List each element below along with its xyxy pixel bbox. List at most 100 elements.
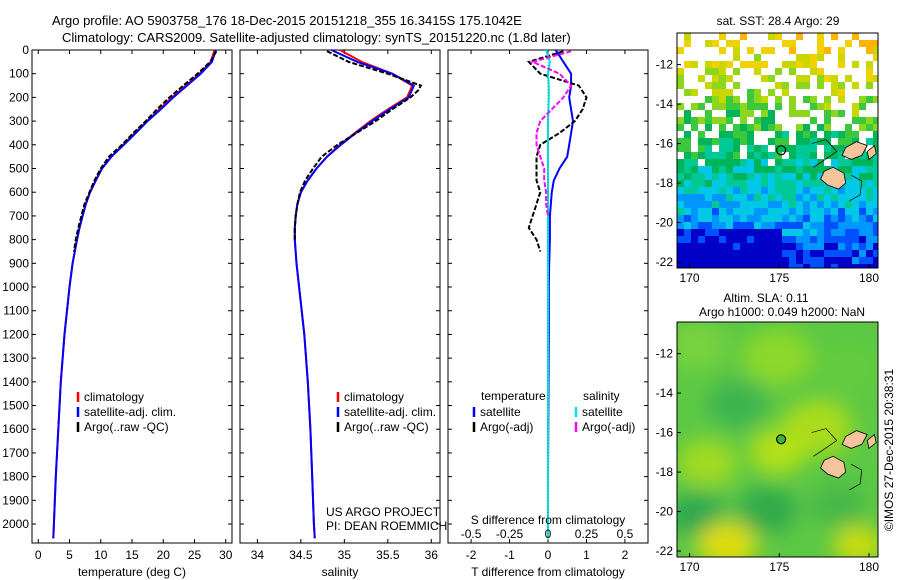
- sst-cell: [691, 124, 698, 131]
- sst-cell: [747, 222, 754, 229]
- sst-cell: [803, 75, 810, 82]
- sst-cell: [698, 166, 705, 173]
- sst-cell: [852, 243, 859, 250]
- sst-cell: [859, 264, 866, 268]
- sst-cell: [817, 166, 824, 173]
- sst-cell: [852, 264, 859, 268]
- sst-cell: [782, 159, 789, 166]
- sst-cell: [677, 229, 684, 236]
- sst-cell: [852, 131, 859, 138]
- depth-tick-label: 1900: [2, 493, 29, 507]
- sst-cell: [817, 40, 824, 47]
- sst-cell: [782, 229, 789, 236]
- sst-cell: [754, 180, 761, 187]
- sst-cell: [803, 82, 810, 89]
- sst-cell: [740, 103, 747, 110]
- sst-cell: [789, 145, 796, 152]
- sst-cell: [754, 152, 761, 159]
- sst-cell: [852, 257, 859, 264]
- sst-cell: [789, 103, 796, 110]
- sst-cell: [810, 201, 817, 208]
- sst-cell: [866, 229, 873, 236]
- x-tick-label: 25: [188, 548, 202, 562]
- sst-cell: [796, 229, 803, 236]
- sst-cell: [705, 215, 712, 222]
- argo-profile-marker: [775, 145, 787, 156]
- sst-cell: [859, 194, 866, 201]
- sst-cell: [789, 257, 796, 264]
- sst-cell: [789, 187, 796, 194]
- sst-cell: [705, 257, 712, 264]
- sst-cell: [796, 257, 803, 264]
- sst-cell: [796, 180, 803, 187]
- sst-cell: [859, 180, 866, 187]
- sst-cell: [768, 229, 775, 236]
- sst-cell: [803, 236, 810, 243]
- sst-cell: [691, 208, 698, 215]
- sst-map-ticks: 170 175 180 -12 -14 -16 -18 -20 -22: [656, 58, 880, 285]
- sst-cell: [705, 96, 712, 103]
- sst-cell: [684, 33, 691, 40]
- sst-cell: [740, 257, 747, 264]
- sst-cell: [677, 264, 684, 268]
- sst-cell: [712, 117, 719, 124]
- sst-cell: [747, 194, 754, 201]
- sst-cell: [775, 124, 782, 131]
- sst-cell: [761, 159, 768, 166]
- sst-cell: [796, 173, 803, 180]
- sst-cell: [845, 124, 852, 131]
- salinity-axes-frame: [239, 49, 441, 544]
- sst-cell: [712, 243, 719, 250]
- sst-cell: [817, 82, 824, 89]
- sst-cell: [684, 250, 691, 257]
- sst-cell: [859, 257, 866, 264]
- sst-cell: [733, 124, 740, 131]
- sst-cell: [845, 166, 852, 173]
- sst-cell: [677, 159, 684, 166]
- sst-cell: [712, 250, 719, 257]
- sst-cell: [761, 250, 768, 257]
- sst-cell: [747, 110, 754, 117]
- sst-cell: [754, 124, 761, 131]
- sla-map: Altim. SLA: 0.11 Argo h1000: 0.049 h2000…: [656, 291, 880, 574]
- sst-cell: [719, 166, 726, 173]
- sst-cell: [726, 215, 733, 222]
- sst-cell: [691, 264, 698, 268]
- map-y-tick-label: -16: [656, 137, 674, 151]
- sst-cell: [831, 82, 838, 89]
- sst-cell: [775, 96, 782, 103]
- sst-cell: [712, 61, 719, 68]
- sst-cell: [852, 61, 859, 68]
- sst-cell: [719, 201, 726, 208]
- sst-cell: [845, 138, 852, 145]
- sla-blob-3: [707, 380, 768, 429]
- sst-cell: [677, 47, 684, 54]
- sst-cell: [873, 222, 878, 229]
- sst-cell: [733, 257, 740, 264]
- sst-cell: [691, 180, 698, 187]
- sst-cell: [775, 68, 782, 75]
- sst-cell: [831, 89, 838, 96]
- x-tick-label: -2: [466, 548, 477, 562]
- sst-cell: [782, 40, 789, 47]
- sst-cell: [852, 173, 859, 180]
- sst-cell: [838, 82, 845, 89]
- sst-cell: [705, 173, 712, 180]
- sst-cell: [747, 103, 754, 110]
- series-line-0: [52, 49, 216, 539]
- sst-cell: [866, 173, 873, 180]
- sst-cell: [782, 236, 789, 243]
- sst-cell: [768, 180, 775, 187]
- sst-cell: [824, 187, 831, 194]
- map-x-tick-label: 175: [769, 560, 789, 574]
- sst-cell: [810, 68, 817, 75]
- sst-cell: [852, 103, 859, 110]
- island-2: [866, 433, 877, 450]
- sst-cell: [789, 215, 796, 222]
- sst-cell: [775, 33, 782, 40]
- sst-cell: [677, 222, 684, 229]
- sst-cell: [761, 103, 768, 110]
- sst-cell: [761, 243, 768, 250]
- sst-cell: [817, 236, 824, 243]
